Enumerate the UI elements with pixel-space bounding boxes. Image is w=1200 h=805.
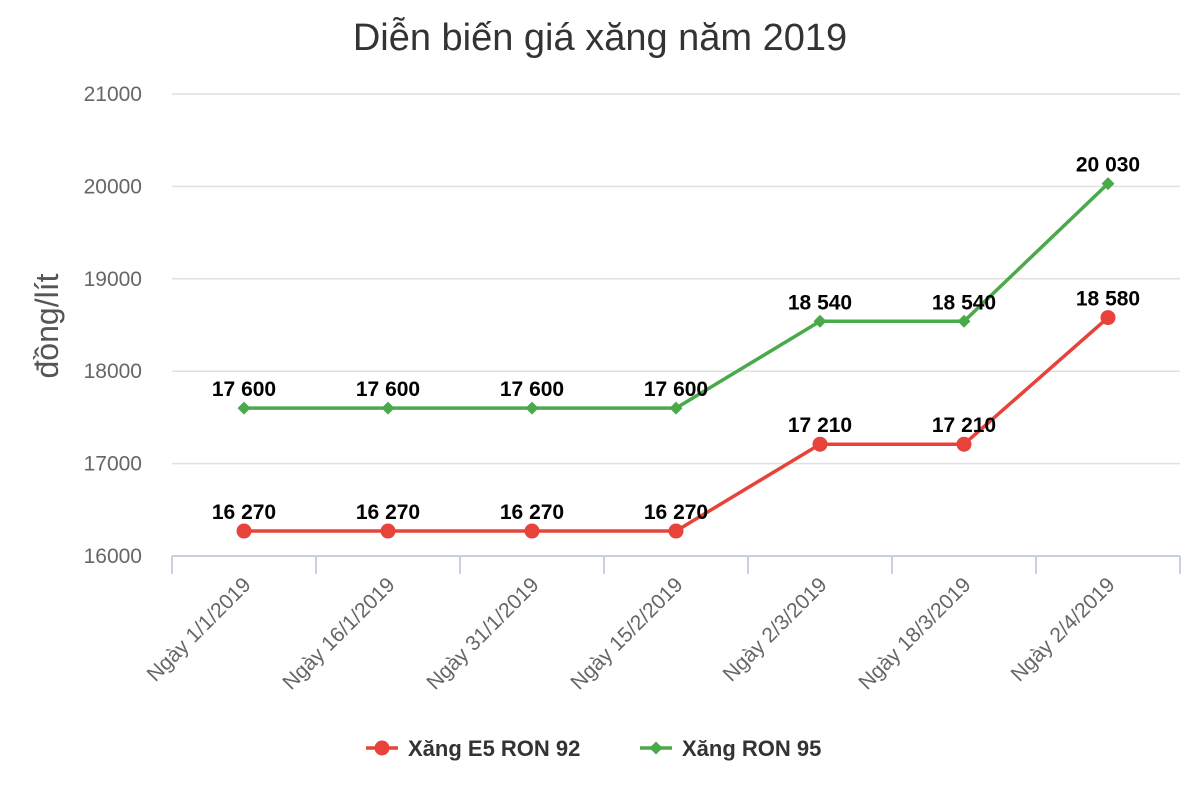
legend-item[interactable]: Xăng E5 RON 92	[366, 736, 580, 761]
data-label: 16 270	[500, 501, 564, 524]
data-label: 17 210	[932, 414, 996, 437]
data-point[interactable]	[813, 314, 827, 328]
y-tick-label: 18000	[84, 360, 142, 383]
data-label: 17 210	[788, 414, 852, 437]
data-point[interactable]	[957, 314, 971, 328]
x-tick-label: Ngày 1/1/2019	[143, 573, 256, 686]
data-label: 17 600	[212, 378, 276, 401]
chart-title: Diễn biến giá xăng năm 2019	[353, 16, 847, 59]
data-point[interactable]	[236, 523, 252, 539]
data-point[interactable]	[1101, 177, 1115, 191]
x-tick-label: Ngày 18/3/2019	[854, 573, 975, 694]
data-labels: 16 270 16 270 16 270 16 270 17 210 17 210 18 5…	[212, 154, 1140, 524]
x-tick-label: Ngày 16/1/2019	[278, 573, 399, 694]
data-label: 17 600	[500, 378, 564, 401]
y-tick-label: 19000	[84, 268, 142, 291]
legend-item[interactable]: Xăng RON 95	[640, 736, 821, 761]
x-tick-label: Ngày 31/1/2019	[422, 573, 543, 694]
data-point[interactable]	[812, 436, 828, 452]
x-axis	[171, 555, 1181, 574]
legend-marker	[374, 740, 390, 756]
y-axis-label: đồng/lít	[29, 273, 65, 378]
series-lines	[236, 177, 1116, 539]
data-point[interactable]	[669, 401, 683, 415]
data-label: 18 540	[788, 291, 852, 314]
data-point[interactable]	[668, 523, 684, 539]
data-point[interactable]	[380, 523, 396, 539]
data-label: 18 540	[932, 291, 996, 314]
y-tick-label: 17000	[84, 453, 142, 476]
grid-lines	[172, 93, 1180, 465]
data-label: 16 270	[212, 501, 276, 524]
x-tick-label: Ngày 2/4/2019	[1007, 573, 1120, 686]
data-label: 18 580	[1076, 288, 1140, 311]
y-axis-ticks: 16000 17000 18000 19000 20000 21000	[84, 83, 142, 568]
x-tick-label: Ngày 15/2/2019	[566, 573, 687, 694]
legend-marker	[649, 741, 663, 755]
data-point[interactable]	[237, 401, 251, 415]
data-point[interactable]	[381, 401, 395, 415]
y-tick-label: 16000	[84, 545, 142, 568]
data-point[interactable]	[525, 401, 539, 415]
legend[interactable]: Xăng E5 RON 92 Xăng RON 95	[366, 736, 821, 761]
data-point[interactable]	[1100, 310, 1116, 326]
data-label: 20 030	[1076, 154, 1140, 177]
legend-label: Xăng E5 RON 92	[408, 736, 580, 761]
y-tick-label: 21000	[84, 83, 142, 106]
x-tick-label: Ngày 2/3/2019	[719, 573, 832, 686]
y-tick-label: 20000	[84, 175, 142, 198]
data-label: 17 600	[356, 378, 420, 401]
data-label: 16 270	[644, 501, 708, 524]
data-point[interactable]	[524, 523, 540, 539]
data-label: 17 600	[644, 378, 708, 401]
data-point[interactable]	[956, 436, 972, 452]
data-label: 16 270	[356, 501, 420, 524]
legend-label: Xăng RON 95	[682, 736, 821, 761]
x-axis-ticks: Ngày 1/1/2019 Ngày 16/1/2019 Ngày 31/1/201…	[143, 573, 1120, 694]
